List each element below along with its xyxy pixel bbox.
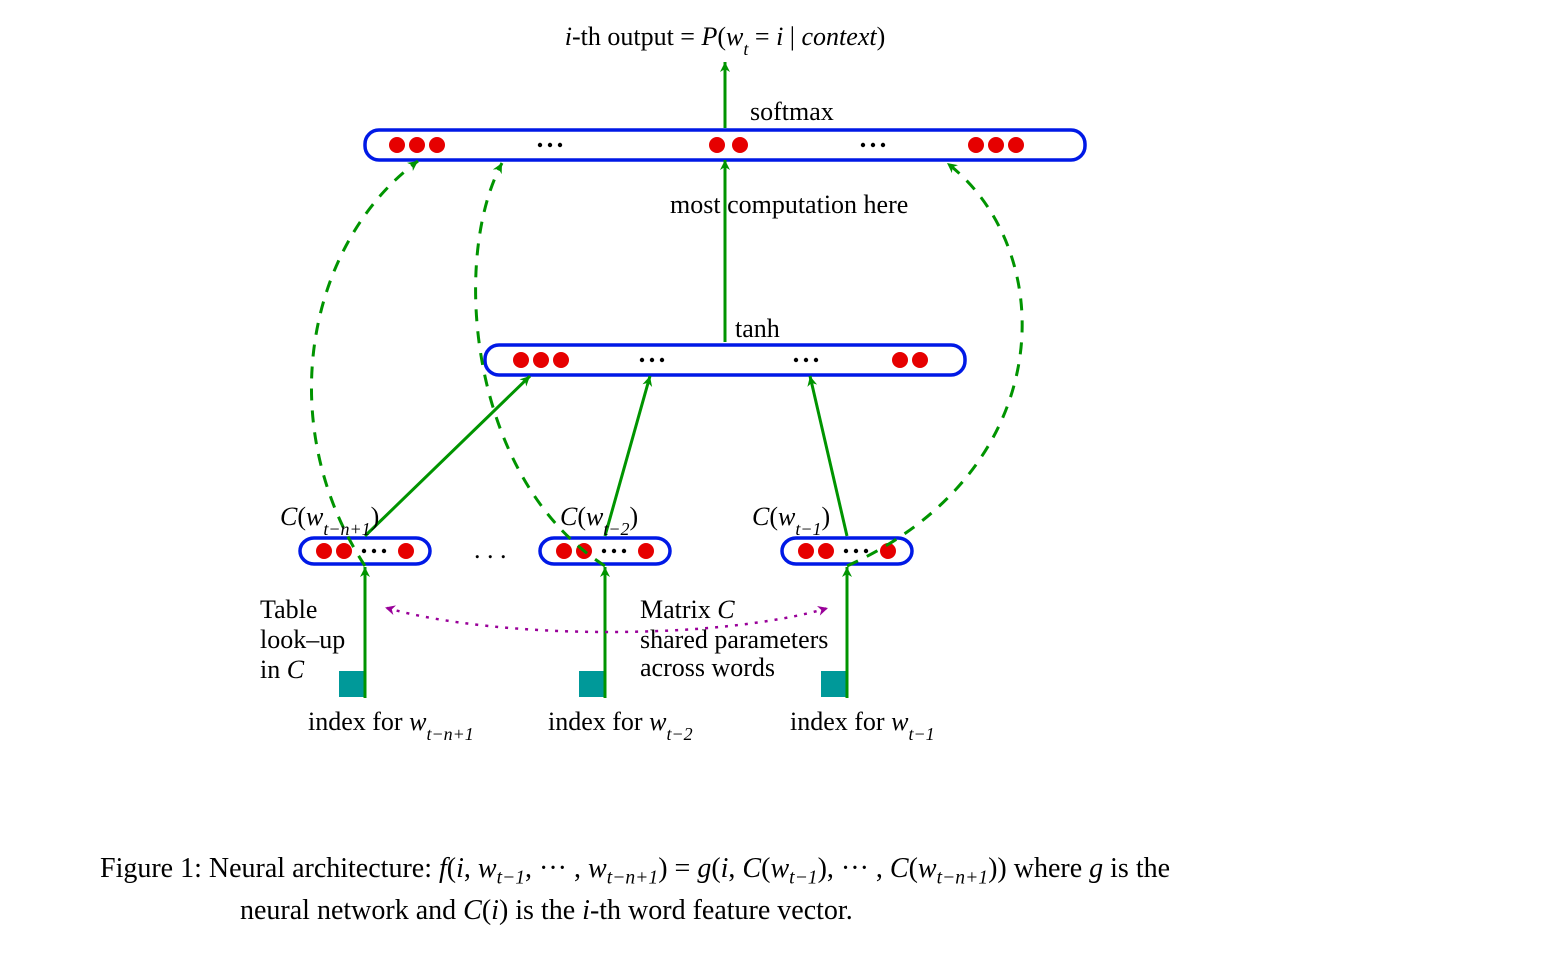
caption-c: , (464, 853, 478, 884)
caption-open: ( (447, 853, 456, 884)
caption-gopen: ( (711, 853, 720, 884)
svg-text:Matrix C: Matrix C (640, 595, 735, 624)
diagram-svg: i-th output = P(wt = i | context) softmax… (0, 0, 1554, 820)
svg-text:across words: across words (640, 653, 775, 682)
svg-text:tanh: tanh (735, 314, 780, 343)
caption-C2o: ( (909, 853, 918, 884)
svg-text:index for wt−n+1: index for wt−n+1 (308, 707, 474, 744)
caption-w2sub: t−n+1 (607, 868, 658, 889)
figure-caption: Figure 1: Neural architecture: f(i, wt−1… (100, 850, 1450, 930)
caption-l2c: ) (499, 895, 508, 926)
caption-C2w: w (918, 853, 937, 884)
caption-l2cc: -th word feature vector. (590, 895, 853, 926)
caption-gis: g (1089, 853, 1103, 884)
caption-w2: w (588, 853, 607, 884)
caption-w1sub: t−1 (497, 868, 525, 889)
caption-where: where (1007, 853, 1089, 884)
caption-C2sub: t−n+1 (937, 868, 988, 889)
svg-text:index for wt−2: index for wt−2 (548, 707, 693, 744)
caption-line2: neural network and C(i) is the i-th word… (100, 892, 1450, 930)
svg-text:C(wt−n+1): C(wt−n+1) (280, 502, 379, 539)
svg-text:look–up: look–up (260, 625, 345, 654)
svg-text:most computation here: most computation here (670, 190, 908, 219)
caption-C2c: )) (988, 853, 1007, 884)
caption-g: g (697, 853, 711, 884)
caption-w1: w (478, 853, 497, 884)
svg-text:softmax: softmax (750, 97, 834, 126)
caption-eq: = (668, 853, 698, 884)
caption-l2o: ( (482, 895, 491, 926)
caption-fig-label: Figure 1: (100, 853, 202, 884)
caption-gc2: , ··· , (827, 853, 890, 884)
svg-text:i-th output = P(wt = i | conte: i-th output = P(wt = i | context) (565, 22, 886, 59)
svg-text:shared parameters: shared parameters (640, 625, 828, 654)
caption-C1c: ) (818, 853, 827, 884)
caption-C1: C (742, 853, 761, 884)
svg-text:Table: Table (260, 595, 317, 624)
caption-l2b: is the (508, 895, 582, 926)
caption-isthe: is the (1103, 853, 1170, 884)
caption-text: Neural architecture: (202, 853, 439, 884)
caption-C1w: w (770, 853, 789, 884)
caption-l2i: i (491, 895, 499, 926)
svg-text:C(wt−1): C(wt−1) (752, 502, 830, 539)
caption-gc1: , (728, 853, 742, 884)
svg-text:C(wt−2): C(wt−2) (560, 502, 638, 539)
caption-c2: , ··· , (525, 853, 588, 884)
caption-l2C: C (463, 895, 482, 926)
caption-C2: C (890, 853, 909, 884)
caption-C1sub: t−1 (789, 868, 817, 889)
caption-l2a: neural network and (240, 895, 463, 926)
caption-f: f (439, 853, 447, 884)
caption-close: ) (658, 853, 667, 884)
svg-text:. . .: . . . (474, 535, 507, 564)
caption-i: i (456, 853, 464, 884)
svg-text:in C: in C (260, 655, 305, 684)
caption-l2ith: i (582, 895, 590, 926)
svg-text:index for wt−1: index for wt−1 (790, 707, 935, 744)
figure-stage: i-th output = P(wt = i | context) softmax… (0, 0, 1554, 978)
